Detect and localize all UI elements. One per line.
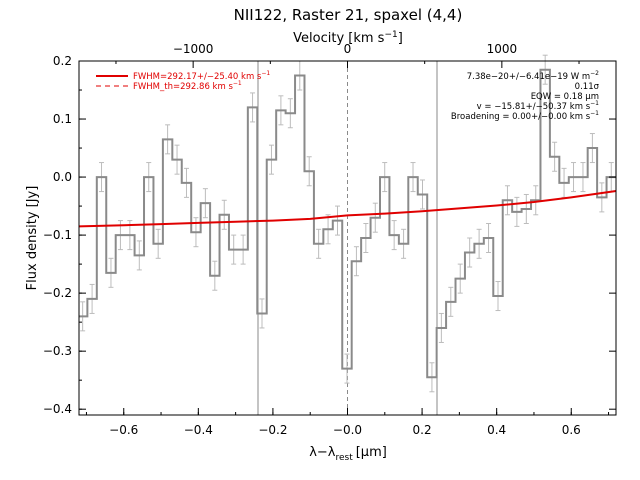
annotation-2: EQW = 0.18 μm	[531, 92, 599, 102]
x-tick-label-2: −0.2	[258, 423, 287, 437]
x-axis-label: λ−λrest [μm]	[309, 445, 387, 463]
annotation-1: 0.11σ	[575, 82, 600, 92]
x-tick-label-6: 0.6	[562, 423, 581, 437]
y-tick-label-0: 0.2	[53, 54, 72, 68]
x-tick-label-3: −0.0	[333, 423, 362, 437]
fit-curve	[78, 190, 617, 228]
fit-curve-line	[78, 190, 617, 228]
y-axis-label: Flux density [Jy]	[25, 186, 40, 291]
y-tick-label-2: 0.0	[53, 170, 72, 184]
legend-label-1: FWHM_th=292.86 km s−1	[133, 80, 242, 92]
x-tick-label-4: 0.2	[413, 423, 432, 437]
top-axis-label: Velocity [km s−1]	[293, 30, 403, 46]
top-tick-label-0: −1000	[173, 42, 214, 56]
y-tick-label-3: −0.1	[43, 228, 72, 242]
x-tick-label-0: −0.6	[109, 423, 138, 437]
y-tick-label-6: −0.4	[43, 402, 72, 416]
y-tick-label-1: 0.1	[53, 112, 72, 126]
axis-ticks: −0.6 −0.4 −0.2 −0.0 0.2 0.4 0.6 0.2 0.1 0.0 −0.1 −0…	[43, 42, 616, 437]
legend-label-0: FWHM=292.17+/−25.40 km s−1	[133, 70, 270, 82]
x-tick-label-1: −0.4	[184, 423, 213, 437]
flux-histogram-line	[79, 68, 616, 379]
annotation-0: 7.38e−20+/−6.41e−19 W m−2	[467, 70, 599, 82]
legend: FWHM=292.17+/−25.40 km s−1FWHM_th=292.86…	[96, 70, 270, 92]
chart-title: NII122, Raster 21, spaxel (4,4)	[234, 6, 463, 24]
x-tick-label-5: 0.4	[487, 423, 506, 437]
flux-histogram	[79, 68, 616, 379]
top-tick-label-2: 1000	[487, 42, 518, 56]
y-tick-label-5: −0.3	[43, 344, 72, 358]
annotation-3: v = −15.81+/−50.37 km s−1	[477, 100, 600, 112]
annotation-4: Broadening = 0.00+/−0.00 km s−1	[451, 110, 599, 122]
top-tick-label-1: 0	[344, 42, 352, 56]
y-tick-label-4: −0.2	[43, 286, 72, 300]
